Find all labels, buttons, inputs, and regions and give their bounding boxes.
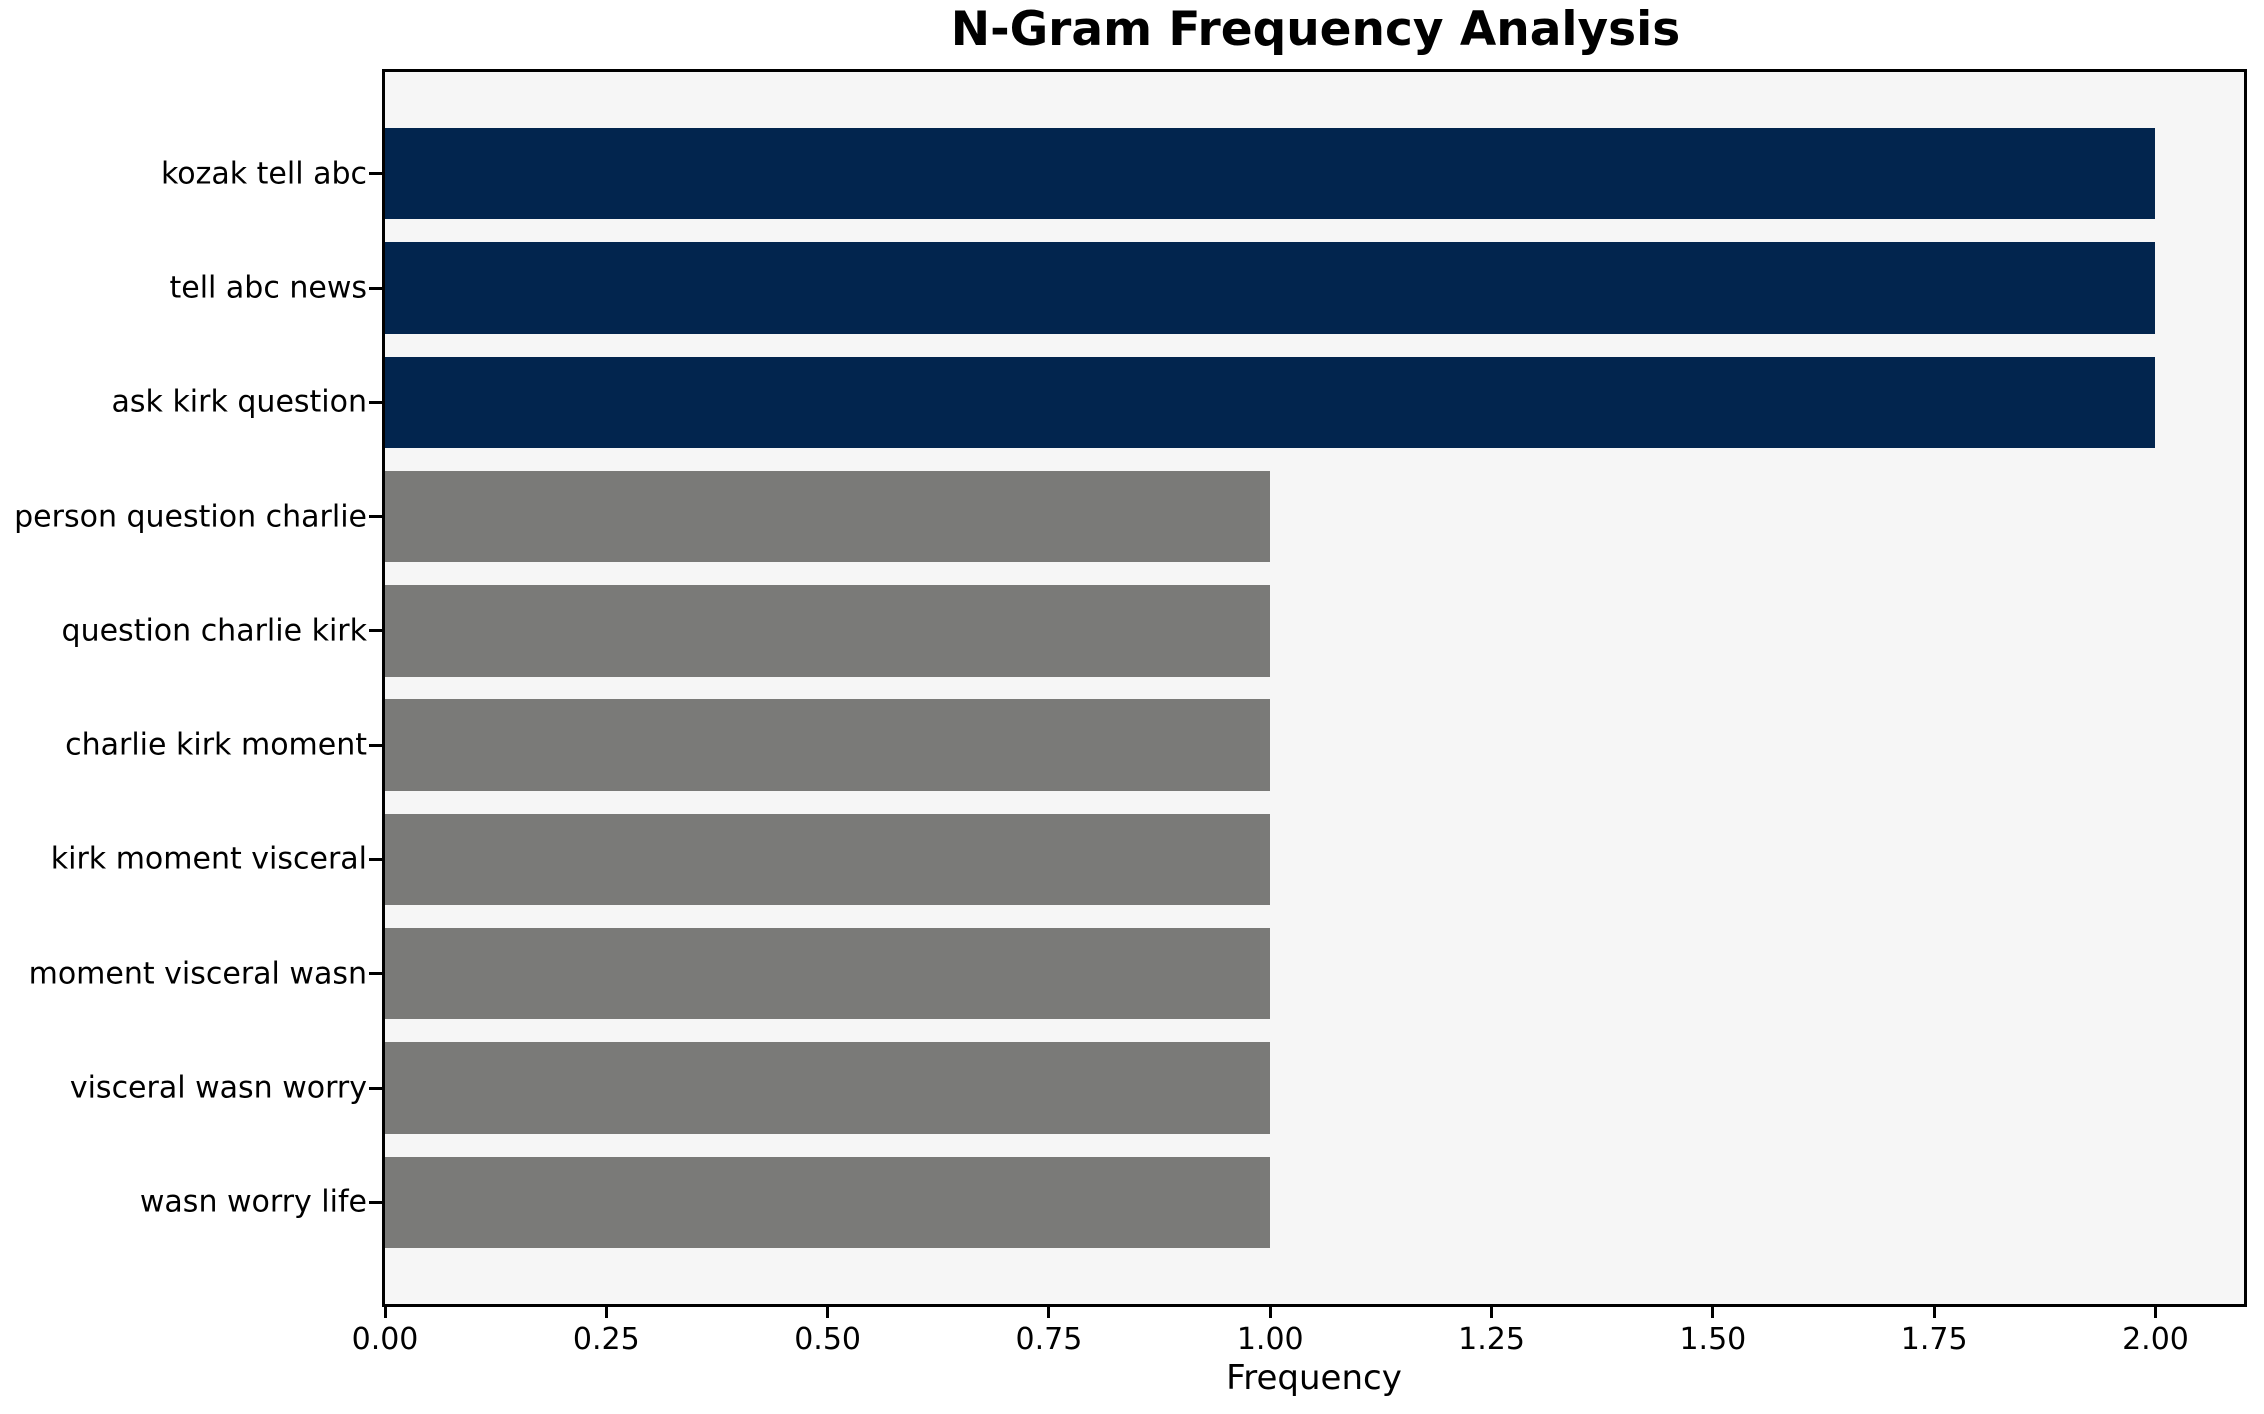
y-tick-mark [369, 972, 382, 976]
x-tick-label: 1.50 [1679, 1322, 1747, 1357]
y-tick-mark [369, 743, 382, 747]
x-tick-label: 1.00 [1236, 1322, 1304, 1357]
y-tick-label: ask kirk question [111, 384, 367, 420]
y-tick-label: question charlie kirk [61, 613, 367, 649]
bar-kozak-tell-abc [385, 128, 2156, 220]
y-tick-mark [369, 857, 382, 861]
x-tick-label: 2.00 [2122, 1322, 2189, 1357]
bar-kirk-moment-visceral [385, 813, 1271, 906]
y-tick-mark [369, 629, 382, 633]
bar-tell-abc-news [385, 242, 2156, 334]
x-tick-mark [1047, 1307, 1051, 1318]
bar-person-question-charlie [385, 470, 1271, 563]
plot-area [369, 69, 2247, 1318]
x-tick-mark [826, 1307, 830, 1318]
y-tick-mark [369, 1200, 382, 1204]
x-tick-mark [1268, 1307, 1272, 1318]
x-tick-mark [1711, 1307, 1715, 1318]
bar-wasn-worry-life [385, 1156, 1271, 1248]
y-tick-label: wasn worry life [139, 1184, 367, 1220]
y-tick-label: tell abc news [169, 270, 367, 306]
bar-moment-visceral-wasn [385, 928, 1271, 1020]
y-tick-mark [369, 1086, 382, 1090]
x-tick-label: 0.75 [1015, 1322, 1083, 1357]
x-tick-label: 0.25 [572, 1322, 640, 1357]
bar-ask-kirk-question [385, 356, 2156, 448]
y-tick-mark [369, 286, 382, 290]
bar-visceral-wasn-worry [385, 1042, 1271, 1134]
y-tick-mark [369, 400, 382, 404]
x-tick-mark [383, 1307, 387, 1318]
x-axis-label: Frequency [1226, 1358, 1402, 1398]
bar-charlie-kirk-moment [385, 699, 1271, 791]
y-tick-label: kozak tell abc [160, 156, 367, 192]
y-tick-label: moment visceral wasn [28, 956, 367, 992]
bar-question-charlie-kirk [385, 585, 1271, 677]
x-tick-label: 0.00 [351, 1322, 419, 1357]
x-tick-mark [1932, 1307, 1936, 1318]
y-tick-mark [369, 172, 382, 176]
x-tick-label: 1.25 [1458, 1322, 1525, 1357]
y-tick-label: charlie kirk moment [65, 727, 367, 763]
x-tick-label: 0.50 [794, 1322, 862, 1357]
y-tick-mark [369, 515, 382, 519]
y-tick-label: visceral wasn worry [69, 1070, 367, 1106]
x-tick-mark [604, 1307, 608, 1318]
y-tick-label: person question charlie [14, 499, 367, 535]
x-tick-mark [1490, 1307, 1494, 1318]
chart-title: N-Gram Frequency Analysis [950, 2, 1681, 57]
x-tick-label: 1.75 [1900, 1322, 1968, 1357]
y-tick-label: kirk moment visceral [50, 841, 367, 877]
x-tick-mark [2153, 1307, 2157, 1318]
